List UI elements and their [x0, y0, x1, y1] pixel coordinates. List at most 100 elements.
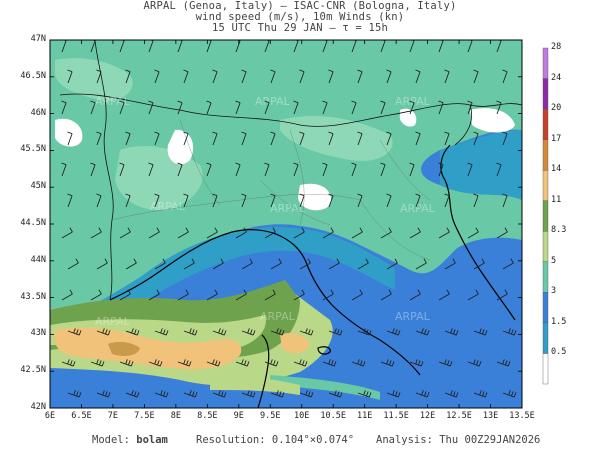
- wind-barb: [125, 69, 131, 84]
- model-value: bolam: [136, 434, 168, 446]
- lat-tick-label: 44.5N: [20, 218, 46, 228]
- footer-analysis: Analysis: Thu 00Z29JAN2026: [376, 434, 540, 446]
- footer-resolution: Resolution: 0.104°×0.074°: [196, 434, 354, 446]
- wind-barb: [386, 390, 401, 398]
- analysis-label: Analysis:: [376, 434, 433, 446]
- region-line-4: [359, 199, 431, 261]
- wind-barb: [444, 69, 450, 84]
- wind-barb: [496, 227, 508, 239]
- colorbar-segment: [542, 47, 549, 79]
- wind-barb: [241, 390, 256, 398]
- lat-tick-label: 43N: [30, 328, 46, 339]
- wind-barb: [264, 359, 279, 367]
- wind-barb: [264, 227, 276, 239]
- wind-barb: [502, 69, 508, 84]
- wind-barb: [415, 390, 430, 398]
- lon-tick-label: 13.5E: [509, 411, 535, 421]
- lat-tick-label: 45N: [30, 181, 46, 192]
- colorbar-label: 14: [551, 164, 562, 175]
- wind-barb: [467, 359, 482, 367]
- lon-tick-label: 10E: [294, 411, 310, 421]
- wind-barb: [328, 328, 343, 336]
- wind-barb: [473, 258, 485, 270]
- wind-barb: [357, 328, 372, 336]
- wind-barb: [322, 100, 328, 115]
- wind-barb: [90, 162, 96, 177]
- wind-barb: [438, 289, 450, 301]
- wind-barb: [380, 100, 386, 115]
- strong-wind-core: [108, 341, 140, 356]
- watermark: ARPAL: [260, 310, 296, 323]
- wind-barb: [444, 258, 456, 270]
- resolution-label: Resolution:: [196, 434, 266, 446]
- lat-tick-label: 46N: [30, 107, 46, 118]
- wind-barb: [473, 69, 479, 84]
- wind-barb: [177, 227, 189, 239]
- footer-model: Model: bolam: [92, 434, 168, 446]
- wind-barb: [90, 289, 102, 301]
- lon-tick-label: 7.5E: [134, 411, 155, 421]
- wind-barb: [264, 162, 270, 177]
- region-line-5: [259, 179, 331, 226]
- wind-barb: [473, 193, 479, 208]
- wind-barb: [67, 328, 82, 336]
- header-line-1: ARPAL (Genoa, Italy) — ISAC-CNR (Bologna…: [143, 0, 457, 12]
- wind-barb: [264, 289, 276, 301]
- watermark: ARPAL: [270, 202, 306, 215]
- wind-barb: [212, 258, 224, 270]
- wind-barb: [502, 258, 514, 270]
- wind-barb: [444, 328, 459, 336]
- wind-barb: [473, 390, 488, 398]
- wind-barb: [148, 289, 160, 301]
- wind-barb: [322, 227, 334, 239]
- lon-tick-label: 11E: [356, 411, 373, 421]
- corsica-outline: [257, 334, 270, 408]
- wind-barb: [154, 328, 169, 336]
- coastal-band: [70, 227, 395, 330]
- lat-tick-label: 44N: [30, 254, 46, 265]
- colorbar-label: 5: [551, 255, 557, 266]
- wind-barb: [270, 258, 282, 270]
- watermark: ARPAL: [255, 95, 291, 108]
- colorbar-segment: [542, 353, 549, 385]
- wind-barb: [386, 69, 392, 84]
- wind-barb: [357, 131, 363, 146]
- wind-barb: [183, 131, 189, 146]
- wind-barb: [148, 359, 163, 367]
- lat-tick-label: 47N: [30, 34, 46, 44]
- wind-barb: [154, 390, 169, 398]
- wind-barb: [386, 258, 398, 270]
- colorbar-label: 8.3: [551, 225, 567, 236]
- wind-barb: [328, 69, 334, 84]
- watermark: ARPAL: [395, 310, 431, 323]
- wind-barb: [235, 227, 247, 239]
- wind-barb: [502, 131, 508, 146]
- wind-barb: [183, 193, 189, 208]
- wind-barb: [299, 69, 305, 84]
- wind-barb: [206, 227, 218, 239]
- watermark: ARPAL: [395, 95, 431, 108]
- wind-barb: [438, 359, 453, 367]
- resolution-value: 0.104°×0.074°: [271, 434, 355, 446]
- wind-barb: [322, 162, 328, 177]
- lon-tick-label: 6.5E: [71, 411, 92, 421]
- wind-barb: [496, 289, 508, 301]
- colorbar-label: 28: [551, 42, 562, 52]
- wind-barb: [235, 289, 247, 301]
- wind-barb: [415, 69, 421, 84]
- wind-barb: [328, 131, 334, 146]
- wind-barb: [154, 131, 160, 146]
- wind-barb: [293, 359, 308, 367]
- colorbar-segment: [542, 139, 549, 171]
- wind-barb: [270, 390, 285, 398]
- wind-barb: [96, 328, 111, 336]
- wind-barb: [467, 100, 473, 115]
- lon-tick-label: 11.5E: [383, 411, 409, 421]
- wind-barb: [177, 162, 183, 177]
- wind-barb: [67, 390, 82, 398]
- wind-barb: [212, 131, 218, 146]
- wind-barb: [67, 258, 79, 270]
- header-line-3: 15 UTC Thu 29 JAN — τ = 15h: [211, 22, 389, 34]
- region-line-1: [111, 194, 361, 221]
- wind-barb: [183, 258, 195, 270]
